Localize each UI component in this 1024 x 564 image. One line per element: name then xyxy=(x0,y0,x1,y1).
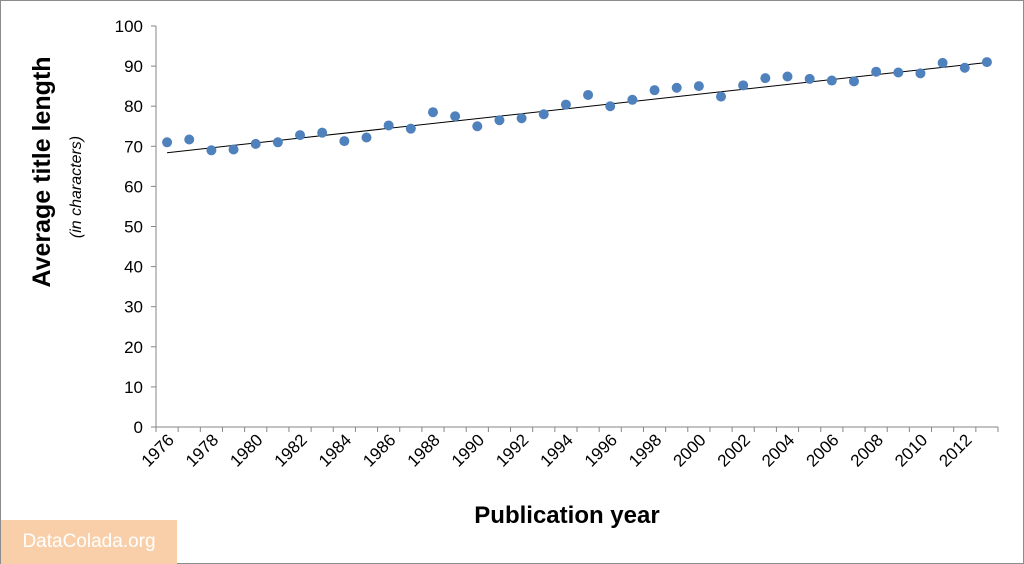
x-axis: 1976 1978 1980 1982 1984 1986 1988 1990 1992 1994… xyxy=(138,426,999,471)
y-tick-label: 0 xyxy=(134,418,143,437)
data-point xyxy=(560,99,571,110)
data-point xyxy=(494,115,505,126)
x-tick-label: 2000 xyxy=(670,430,710,470)
x-tick-label: 1992 xyxy=(492,430,532,470)
data-point xyxy=(206,145,217,156)
data-point xyxy=(427,107,438,118)
trendline xyxy=(167,61,987,154)
x-tick-label: 1976 xyxy=(138,430,178,470)
data-point xyxy=(804,73,815,84)
x-tick-label: 2012 xyxy=(935,430,975,470)
data-point xyxy=(450,111,461,122)
data-point xyxy=(981,57,992,68)
data-point xyxy=(760,73,771,84)
y-tick-label: 60 xyxy=(124,177,143,196)
data-point xyxy=(605,101,616,112)
data-point xyxy=(228,144,239,155)
x-tick-label: 1986 xyxy=(359,430,399,470)
data-point xyxy=(472,121,483,132)
data-point xyxy=(361,132,372,143)
data-point xyxy=(317,127,328,138)
data-point xyxy=(184,134,195,145)
data-point xyxy=(295,130,306,141)
data-point xyxy=(339,136,350,147)
x-tick-label: 1984 xyxy=(315,430,355,470)
x-tick-label: 2010 xyxy=(891,430,931,470)
data-point xyxy=(627,94,638,105)
y-tick-label: 20 xyxy=(124,338,143,357)
x-tick-label: 1988 xyxy=(404,430,444,470)
y-tick-label: 70 xyxy=(124,137,143,156)
data-point xyxy=(162,137,173,148)
trendline-layer xyxy=(167,61,987,154)
data-point xyxy=(782,71,793,82)
data-point xyxy=(848,76,859,87)
data-point xyxy=(383,120,394,131)
data-point xyxy=(915,68,926,79)
data-point xyxy=(871,66,882,77)
data-point xyxy=(937,57,948,68)
y-tick-label: 50 xyxy=(124,218,143,237)
x-tick-label: 1996 xyxy=(581,430,621,470)
data-points xyxy=(162,57,992,156)
y-axis: 0 10 20 30 40 50 60 70 80 90 100 xyxy=(115,17,157,437)
x-tick-label: 1990 xyxy=(448,430,488,470)
y-tick-label: 10 xyxy=(124,378,143,397)
y-tick-label: 100 xyxy=(115,17,143,36)
x-tick-label: 2002 xyxy=(714,430,754,470)
y-tick-label: 30 xyxy=(124,298,143,317)
y-tick-label: 80 xyxy=(124,97,143,116)
x-tick-label: 2004 xyxy=(758,430,798,470)
y-tick-label: 90 xyxy=(124,57,143,76)
data-point xyxy=(716,91,727,102)
data-point xyxy=(516,113,527,124)
data-point xyxy=(671,82,682,93)
data-point xyxy=(583,89,594,100)
y-axis-label: Average title length xyxy=(28,56,56,287)
x-tick-label: 1994 xyxy=(537,430,577,470)
y-axis-sublabel: (in characters) xyxy=(68,136,85,238)
x-tick-label: 2006 xyxy=(802,430,842,470)
data-point xyxy=(250,138,261,149)
x-tick-label: 1982 xyxy=(271,430,311,470)
data-point xyxy=(738,80,749,91)
data-point xyxy=(538,109,549,120)
data-point xyxy=(693,81,704,92)
x-axis-label: Publication year xyxy=(474,502,659,529)
data-point xyxy=(649,85,660,96)
data-point xyxy=(405,123,416,134)
y-tick-label: 40 xyxy=(124,258,143,277)
x-tick-label: 1980 xyxy=(226,430,266,470)
x-tick-label: 2008 xyxy=(847,430,887,470)
x-tick-label: 1998 xyxy=(625,430,665,470)
data-point xyxy=(826,75,837,86)
data-point xyxy=(959,62,970,73)
watermark-logo: DataColada.org xyxy=(1,520,177,564)
x-tick-label: 1978 xyxy=(182,430,222,470)
data-point xyxy=(272,137,283,148)
data-point xyxy=(893,67,904,78)
